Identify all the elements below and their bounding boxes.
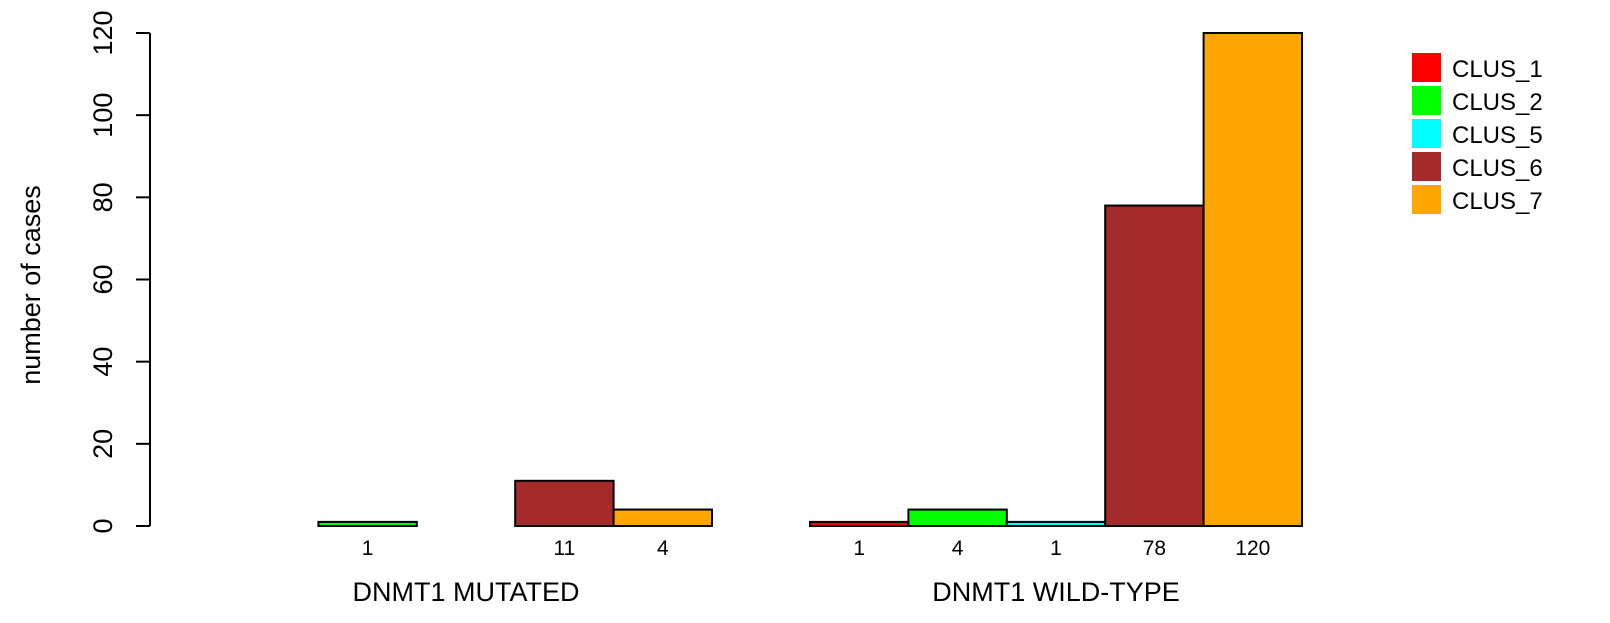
- y-axis: 0 20 40 60 80 100 120: [88, 10, 151, 534]
- legend-swatch: [1412, 53, 1441, 82]
- bar-value-label: 120: [1235, 537, 1270, 560]
- bar-value-label: 1: [362, 537, 374, 560]
- y-axis-label: number of cases: [16, 185, 46, 385]
- bar-value-label: 78: [1143, 537, 1166, 560]
- y-tick-label: 20: [88, 429, 118, 459]
- bar-clus-6: [514, 479, 615, 527]
- bar-clus-2: [317, 520, 418, 527]
- bar-value-label: 11: [553, 537, 575, 560]
- y-tick-label: 60: [88, 264, 118, 294]
- y-tick-label: 120: [88, 10, 118, 55]
- y-tick-label: 0: [88, 518, 118, 533]
- y-tick-label: 100: [88, 93, 118, 138]
- bar-value-label: 4: [657, 537, 669, 560]
- bar-value-labels: 1 11 4 1 4 1 78 120: [362, 537, 1271, 560]
- legend-label: CLUS_1: [1452, 56, 1543, 83]
- legend-label: CLUS_5: [1452, 122, 1543, 149]
- legend-swatch: [1412, 152, 1441, 181]
- bar-value-label: 4: [952, 537, 964, 560]
- group-label: DNMT1 WILD-TYPE: [932, 577, 1180, 607]
- legend-swatch: [1412, 185, 1441, 214]
- bar-value-label: 1: [1050, 537, 1062, 560]
- y-tick-label: 80: [88, 182, 118, 212]
- legend: CLUS_1 CLUS_2 CLUS_5 CLUS_6 CLUS_7: [1412, 53, 1543, 215]
- legend-swatch: [1412, 119, 1441, 148]
- group-labels: DNMT1 MUTATED DNMT1 WILD-TYPE: [353, 577, 1180, 607]
- bar-clus-6: [1104, 204, 1205, 528]
- bar-clus-7: [1202, 32, 1303, 527]
- bars: [317, 32, 1303, 528]
- bar-clus-7: [612, 508, 713, 528]
- group-label: DNMT1 MUTATED: [353, 577, 580, 607]
- legend-label: CLUS_2: [1452, 89, 1543, 116]
- legend-label: CLUS_7: [1452, 188, 1543, 215]
- legend-swatch: [1412, 86, 1441, 115]
- y-tick-label: 40: [88, 347, 118, 377]
- bar-clus-1: [809, 520, 910, 527]
- bar-clus-2: [907, 508, 1008, 528]
- legend-label: CLUS_6: [1452, 155, 1543, 182]
- bar-value-label: 1: [853, 537, 865, 560]
- bar-clus-5: [1005, 520, 1107, 527]
